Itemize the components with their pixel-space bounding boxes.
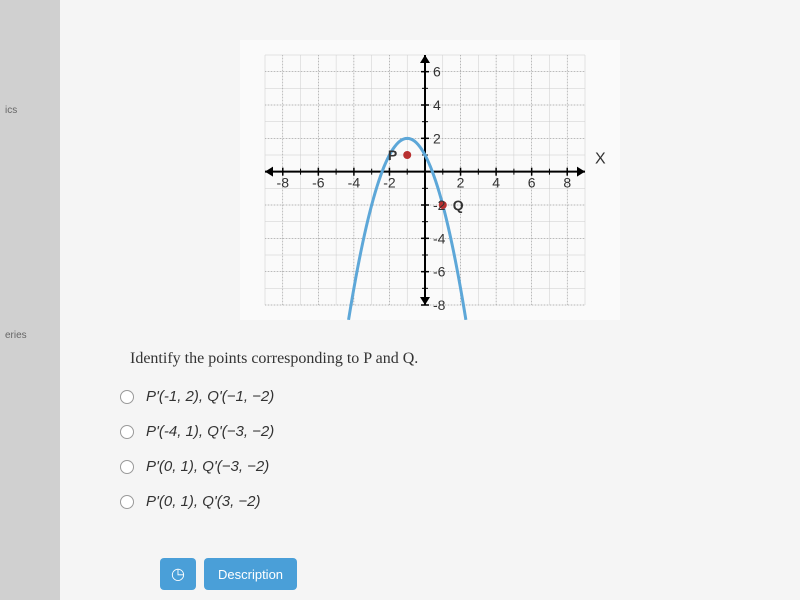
svg-text:-2: -2: [383, 175, 396, 191]
option-1-text: P'(-1, 2), Q'(−1, −2): [146, 388, 274, 405]
description-button[interactable]: Description: [204, 558, 297, 590]
main-content: P Q -8 -6 -4 -2 2 4 6 8 -8 -6 -4 -2 2 4 6 X Identify the…: [60, 0, 800, 600]
svg-text:-6: -6: [433, 264, 446, 280]
svg-text:-2: -2: [433, 197, 446, 213]
svg-text:2: 2: [433, 130, 441, 146]
question-text: Identify the points corresponding to P a…: [130, 350, 780, 368]
bottom-bar: ◷ Description: [160, 558, 297, 590]
radio-2[interactable]: [120, 425, 134, 439]
svg-text:P: P: [388, 147, 397, 163]
svg-text:-6: -6: [312, 175, 325, 191]
option-4-text: P'(0, 1), Q'(3, −2): [146, 493, 261, 510]
radio-1[interactable]: [120, 390, 134, 404]
radio-3[interactable]: [120, 460, 134, 474]
svg-text:4: 4: [492, 175, 500, 191]
svg-text:-8: -8: [277, 175, 290, 191]
option-2[interactable]: P'(-4, 1), Q'(−3, −2): [120, 423, 780, 440]
graph-container: P Q -8 -6 -4 -2 2 4 6 8 -8 -6 -4 -2 2 4 6 X: [240, 40, 620, 320]
svg-text:Q: Q: [453, 197, 464, 213]
svg-text:-8: -8: [433, 297, 446, 313]
sidebar-label-2: eries: [5, 330, 27, 341]
clock-icon: ◷: [171, 564, 185, 584]
option-3-text: P'(0, 1), Q'(−3, −2): [146, 458, 269, 475]
description-label: Description: [218, 567, 283, 582]
option-3[interactable]: P'(0, 1), Q'(−3, −2): [120, 458, 780, 475]
radio-4[interactable]: [120, 495, 134, 509]
svg-text:2: 2: [457, 175, 465, 191]
svg-text:6: 6: [528, 175, 536, 191]
svg-text:8: 8: [563, 175, 571, 191]
svg-text:4: 4: [433, 97, 441, 113]
svg-text:6: 6: [433, 64, 441, 80]
option-4[interactable]: P'(0, 1), Q'(3, −2): [120, 493, 780, 510]
graph-svg: P Q -8 -6 -4 -2 2 4 6 8 -8 -6 -4 -2 2 4 6 X: [240, 40, 620, 320]
option-2-text: P'(-4, 1), Q'(−3, −2): [146, 423, 274, 440]
svg-text:-4: -4: [433, 230, 446, 246]
clock-button[interactable]: ◷: [160, 558, 196, 590]
option-1[interactable]: P'(-1, 2), Q'(−1, −2): [120, 388, 780, 405]
left-panel: ics eries: [0, 0, 60, 600]
sidebar-label-1: ics: [5, 105, 17, 116]
svg-text:X: X: [595, 151, 606, 168]
options-list: P'(-1, 2), Q'(−1, −2) P'(-4, 1), Q'(−3, …: [120, 388, 780, 510]
svg-text:-4: -4: [348, 175, 361, 191]
